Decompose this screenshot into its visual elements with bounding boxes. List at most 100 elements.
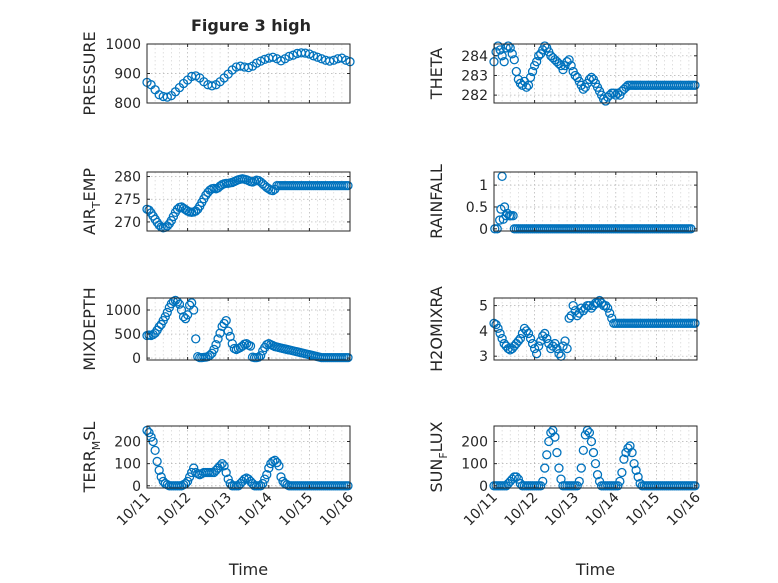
data-point xyxy=(521,326,532,336)
data-point xyxy=(603,303,613,313)
data-point xyxy=(150,445,160,456)
data-point xyxy=(631,465,641,475)
y-tick-label: 284 xyxy=(461,49,488,65)
data-point xyxy=(503,343,513,354)
data-point xyxy=(191,334,201,344)
data-point xyxy=(578,445,588,456)
data-point xyxy=(621,447,631,458)
series-markers xyxy=(142,48,355,102)
data-point xyxy=(312,52,323,62)
data-point xyxy=(536,481,546,491)
data-point xyxy=(584,300,595,311)
data-point xyxy=(495,215,505,225)
data-point xyxy=(564,313,574,323)
series-markers xyxy=(142,174,353,233)
data-point xyxy=(534,341,544,351)
data-point xyxy=(276,472,286,482)
y-axis-label: TERRMSL xyxy=(80,422,103,494)
data-point xyxy=(160,312,170,322)
y-tick-label: 0 xyxy=(132,479,141,495)
y-tick-label: 200 xyxy=(461,435,488,451)
data-point xyxy=(554,349,564,359)
data-point xyxy=(215,461,225,471)
data-point xyxy=(590,458,601,469)
data-point xyxy=(564,55,574,65)
data-point xyxy=(490,224,500,234)
data-point xyxy=(497,333,507,344)
data-point xyxy=(343,481,353,491)
data-point xyxy=(584,427,595,438)
data-point xyxy=(343,180,353,191)
data-point xyxy=(523,328,534,339)
data-point xyxy=(633,472,643,482)
data-point xyxy=(531,57,542,67)
data-point xyxy=(525,333,536,344)
data-point xyxy=(497,51,507,61)
data-point xyxy=(690,80,700,90)
y-tick-label: 200 xyxy=(114,435,141,451)
data-point xyxy=(588,447,599,458)
data-point xyxy=(223,326,233,336)
data-point xyxy=(144,427,154,438)
data-point xyxy=(189,305,199,315)
data-point xyxy=(592,470,603,480)
figure-title: Figure 3 high xyxy=(191,16,311,35)
data-point xyxy=(209,344,219,355)
data-point xyxy=(223,474,233,484)
data-point xyxy=(511,472,521,482)
data-point xyxy=(343,352,353,363)
y-tick-label: 280 xyxy=(114,170,141,186)
y-tick-label: 100 xyxy=(461,457,488,473)
data-point xyxy=(513,336,524,346)
y-axis-label: MIXDEPTH xyxy=(80,287,99,370)
data-point xyxy=(690,481,700,491)
data-point xyxy=(274,461,284,471)
y-tick-label: 0 xyxy=(132,351,141,367)
data-point xyxy=(187,467,197,478)
data-point xyxy=(625,441,635,451)
data-point xyxy=(574,476,584,487)
data-point xyxy=(221,315,231,326)
data-point xyxy=(617,467,627,478)
axes-box xyxy=(493,171,698,232)
y-tick-label: 0 xyxy=(479,222,488,238)
data-point xyxy=(268,52,278,62)
data-point xyxy=(284,51,294,62)
data-point xyxy=(586,436,597,447)
y-tick-label: 100 xyxy=(114,457,141,473)
data-point xyxy=(527,338,538,349)
y-axis-label: AIRTEMP xyxy=(80,168,103,235)
data-point xyxy=(162,92,172,102)
subplot-6: 3 4 5 H2OMIXRA xyxy=(427,286,700,372)
data-point xyxy=(527,66,538,77)
data-point xyxy=(260,474,270,484)
data-point xyxy=(540,463,550,473)
data-point xyxy=(525,72,536,83)
data-point xyxy=(492,224,502,234)
y-axis-label: H2OMIXRA xyxy=(427,286,446,372)
y-axis-label: THETA xyxy=(427,48,446,100)
y-tick-label: 900 xyxy=(114,67,141,83)
series-markers xyxy=(142,425,353,491)
data-point xyxy=(542,333,552,344)
data-point xyxy=(544,436,554,447)
data-point xyxy=(576,303,586,313)
data-point xyxy=(243,62,254,73)
data-point xyxy=(536,336,546,346)
series-markers xyxy=(489,41,700,106)
series-markers xyxy=(142,295,353,363)
data-point xyxy=(562,343,572,354)
data-point xyxy=(176,305,187,315)
data-point xyxy=(219,461,229,471)
data-point xyxy=(156,472,166,482)
data-point xyxy=(605,308,615,318)
data-point xyxy=(538,476,548,487)
y-tick-label: 800 xyxy=(114,96,141,112)
data-point xyxy=(629,458,639,469)
data-point xyxy=(300,48,310,58)
y-tick-label: 0.5 xyxy=(466,200,488,216)
data-point xyxy=(213,334,223,344)
y-tick-label: 1 xyxy=(479,178,488,194)
axes-box xyxy=(493,297,698,361)
data-point xyxy=(542,450,552,460)
